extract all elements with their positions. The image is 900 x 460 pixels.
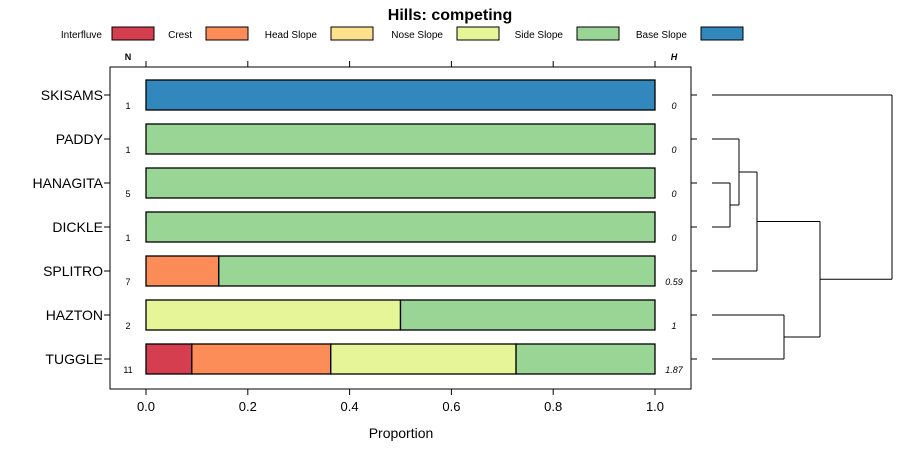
legend-swatch: [700, 26, 744, 41]
plot-panel: [109, 66, 692, 390]
legend-label: Interfluve: [61, 30, 103, 41]
bar-segment: [145, 343, 193, 375]
y-tick-label: TUGGLE: [45, 351, 103, 367]
x-axis-label: Proportion: [369, 425, 434, 441]
dendrogram: [712, 94, 893, 360]
x-tick-label: 0.0: [137, 399, 155, 414]
h-value: 0: [671, 101, 676, 111]
bars: [145, 79, 656, 375]
n-value: 11: [123, 365, 132, 375]
legend-label: Side Slope: [515, 30, 564, 41]
n-value: 1: [125, 145, 130, 155]
n-value: 5: [125, 189, 130, 199]
legend-label: Nose Slope: [391, 30, 443, 41]
bar-segment: [191, 343, 332, 375]
bar-segment: [330, 343, 517, 375]
x-tick-label: 0.8: [544, 399, 562, 414]
x-tick-label: 1.0: [646, 399, 664, 414]
bar-segment: [399, 299, 656, 331]
x-axis: 0.0 0.2 0.4 0.6 0.8 1.0: [137, 61, 664, 414]
x-tick-label: 0.6: [442, 399, 460, 414]
h-value: 1.87: [665, 365, 684, 375]
bar-segment: [145, 211, 656, 243]
y-tick-label: SKISAMS: [41, 87, 103, 103]
n-value: 2: [125, 321, 130, 331]
y-tick-label: DICKLE: [52, 219, 103, 235]
legend-swatch: [330, 26, 374, 41]
legend: Interfluve Crest Head Slope Nose Slope Side …: [61, 26, 744, 41]
y-tick-label: HAZTON: [46, 307, 103, 323]
bar-segment: [145, 167, 656, 199]
bar-segment: [145, 299, 402, 331]
y-axis: SKISAMS PADDY HANAGITA DICKLE SPLITRO HAZTON T…: [32, 87, 697, 367]
bar-segment: [218, 255, 656, 287]
bar-segment: [515, 343, 656, 375]
legend-swatch: [205, 26, 249, 41]
legend-swatch: [456, 26, 500, 41]
y-tick-label: SPLITRO: [43, 263, 103, 279]
chart-title: Hills: competing: [388, 7, 512, 24]
h-value: 0: [671, 233, 676, 243]
y-tick-label: PADDY: [56, 131, 104, 147]
y-tick-label: HANAGITA: [32, 175, 103, 191]
bar-segment: [145, 255, 220, 287]
x-tick-label: 0.2: [239, 399, 257, 414]
legend-swatch: [111, 26, 155, 41]
h-values: 0 0 0 0 0.59 1 1.87: [665, 101, 684, 375]
h-value: 1: [671, 321, 676, 331]
n-value: 1: [125, 233, 130, 243]
n-value: 7: [125, 277, 130, 287]
h-value: 0: [671, 189, 676, 199]
n-column-header: N: [125, 52, 132, 62]
bar-segment: [145, 123, 656, 155]
h-column-header: H: [671, 52, 678, 62]
x-tick-label: 0.4: [341, 399, 359, 414]
legend-swatch: [576, 26, 620, 41]
n-value: 1: [125, 101, 130, 111]
h-value: 0: [671, 145, 676, 155]
legend-label: Head Slope: [265, 30, 318, 41]
bar-segment: [145, 79, 656, 111]
legend-label: Base Slope: [636, 30, 688, 41]
legend-label: Crest: [168, 30, 192, 41]
h-value: 0.59: [665, 277, 683, 287]
